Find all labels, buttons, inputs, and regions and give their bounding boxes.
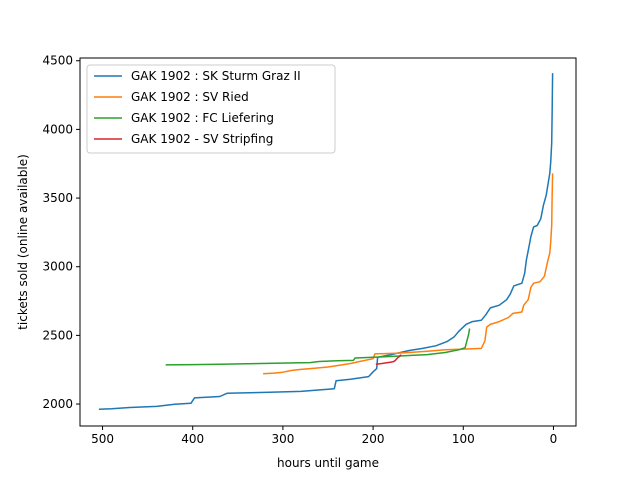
x-tick-label-4: 100	[452, 432, 475, 446]
y-tick-label-2: 3000	[42, 260, 73, 274]
plot-lines	[98, 73, 554, 410]
x-axis-ticks: 500 400 300 200 100 0	[91, 426, 557, 446]
legend-label-0: GAK 1902 : SK Sturm Graz II	[131, 69, 301, 83]
y-axis-label: tickets sold (online available)	[16, 154, 30, 330]
x-axis-label: hours until game	[277, 456, 379, 470]
y-tick-label-1: 2500	[42, 328, 73, 342]
y-axis-ticks: 2000 2500 3000 3500 4000 4500	[42, 54, 80, 411]
legend-box	[86, 64, 336, 154]
x-tick-label-0: 500	[91, 432, 114, 446]
x-tick-label-1: 400	[181, 432, 204, 446]
series-line-3	[375, 354, 402, 365]
y-tick-label-5: 4500	[42, 54, 73, 68]
y-tick-label-0: 2000	[42, 397, 73, 411]
y-tick-label-4: 4000	[42, 122, 73, 136]
x-tick-label-2: 300	[271, 432, 294, 446]
legend-label-2: GAK 1902 : FC Liefering	[131, 111, 274, 125]
series-line-2	[165, 328, 471, 366]
legend-label-3: GAK 1902 - SV Stripfing	[131, 132, 273, 146]
legend: GAK 1902 : SK Sturm Graz II GAK 1902 : SV…	[86, 64, 336, 154]
y-tick-label-3: 3500	[42, 191, 73, 205]
x-tick-label-3: 200	[362, 432, 385, 446]
legend-label-1: GAK 1902 : SV Ried	[131, 90, 249, 104]
axes-frame	[79, 57, 577, 427]
series-line-0	[98, 73, 554, 410]
series-line-1	[263, 173, 554, 375]
x-tick-label-5: 0	[550, 432, 558, 446]
